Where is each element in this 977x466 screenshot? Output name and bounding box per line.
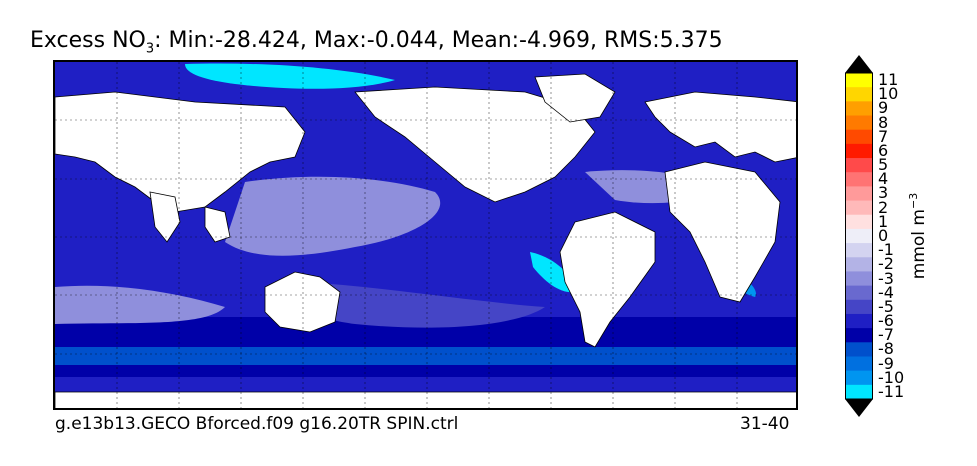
- colorbar-tick-label: 1: [878, 211, 889, 231]
- colorbar-swatch: [845, 370, 873, 386]
- caption-years: 31-40: [740, 414, 790, 434]
- colorbar-tick-label: 6: [878, 140, 889, 160]
- arctic-cyan: [185, 63, 395, 89]
- colorbar-swatch: [845, 313, 873, 329]
- colorbar-tick-label: 0: [878, 226, 889, 245]
- colorbar-tick-label: -3: [878, 268, 894, 288]
- colorbar-swatch: [845, 257, 873, 272]
- colorbar-tick-label: -8: [878, 339, 894, 359]
- europe-land: [644, 91, 796, 163]
- colorbar-outline: [845, 72, 873, 400]
- colorbar-tick-label: 3: [878, 183, 889, 203]
- colorbar-tick-label: -11: [878, 381, 905, 401]
- colorbar-extend-max: [845, 55, 873, 73]
- colorbar-tick-label: 10: [878, 84, 899, 104]
- colorbar-tick-label: -4: [878, 282, 894, 302]
- colorbar-tick-label: -5: [878, 296, 894, 316]
- colorbar-swatch: [845, 129, 873, 145]
- india-land: [149, 191, 181, 243]
- units-text: mmol m: [908, 209, 929, 280]
- colorbar-swatch: [845, 243, 873, 258]
- colorbar-swatch: [845, 158, 873, 173]
- colorbar-swatch: [845, 384, 873, 400]
- colorbar-swatch: [845, 73, 873, 88]
- colorbar-units-label: mmol m−3: [907, 193, 929, 279]
- colorbar-swatch: [845, 115, 873, 131]
- colorbar-swatch: [845, 172, 873, 187]
- indian-pale-band: [55, 285, 225, 324]
- colorbar-swatch: [845, 143, 873, 159]
- colorbar-swatch: [845, 342, 873, 357]
- peru-upwelling: [530, 252, 575, 293]
- greenland-land: [534, 73, 616, 123]
- colorbar-swatch: [845, 299, 873, 315]
- colorbar-extend-min: [845, 399, 873, 417]
- north-america-land: [354, 86, 596, 203]
- land-masses: [55, 73, 796, 408]
- colorbar-swatch: [845, 271, 873, 287]
- colorbar-swatch: [845, 228, 873, 244]
- colorbar-tick-label: -1: [878, 240, 894, 260]
- se-asia-land: [204, 206, 231, 243]
- colorbar: [845, 55, 873, 417]
- southern-ocean-sky-band: [55, 347, 796, 365]
- colorbar-swatch: [845, 101, 873, 117]
- map-drawing: [55, 62, 796, 408]
- antarctica-land: [55, 391, 796, 408]
- africa-land: [664, 161, 781, 303]
- world-map: [53, 60, 798, 410]
- pacific-pale-band: [225, 176, 441, 256]
- south-america-land: [559, 211, 656, 348]
- colorbar-swatch: [845, 214, 873, 230]
- colorbar-swatch: [845, 87, 873, 102]
- asia-land: [55, 91, 306, 213]
- colorbar-tick-label: -7: [878, 325, 894, 345]
- colorbar-tick-label: -6: [878, 311, 894, 331]
- colorbar-tick-label: 5: [878, 155, 889, 175]
- colorbar-tick-label: 7: [878, 126, 889, 146]
- title-stats: : Min:-28.424, Max:-0.044, Mean:-4.969, …: [154, 28, 723, 53]
- colorbar-tick-label: 4: [878, 169, 889, 189]
- plot-title: Excess NO3: Min:-28.424, Max:-0.044, Mea…: [30, 28, 723, 56]
- caption-run-id: g.e13b13.GECO Bforced.f09 g16.20TR SPIN.…: [55, 414, 459, 434]
- colorbar-tick-label: -10: [878, 367, 905, 387]
- colorbar-tick-label: 8: [878, 112, 889, 132]
- colorbar-tick-label: -9: [878, 353, 894, 373]
- units-exponent: −3: [907, 192, 921, 209]
- colorbar-swatch: [845, 200, 873, 216]
- colorbar-tick-label: 9: [878, 98, 889, 118]
- colorbar-swatch: [845, 285, 873, 301]
- colorbar-swatch: [845, 356, 873, 372]
- australia-land: [264, 271, 341, 333]
- colorbar-swatch: [845, 328, 873, 343]
- map-gridlines: [55, 62, 796, 408]
- colorbar-tick-label: -2: [878, 254, 894, 274]
- colorbar-tick-label: 11: [878, 70, 899, 90]
- south-pacific-pale-band: [293, 282, 545, 328]
- colorbar-tick-label: 2: [878, 197, 889, 217]
- title-prefix: Excess NO: [30, 28, 146, 53]
- title-subscript: 3: [145, 41, 155, 57]
- colorbar-swatch: [845, 186, 873, 202]
